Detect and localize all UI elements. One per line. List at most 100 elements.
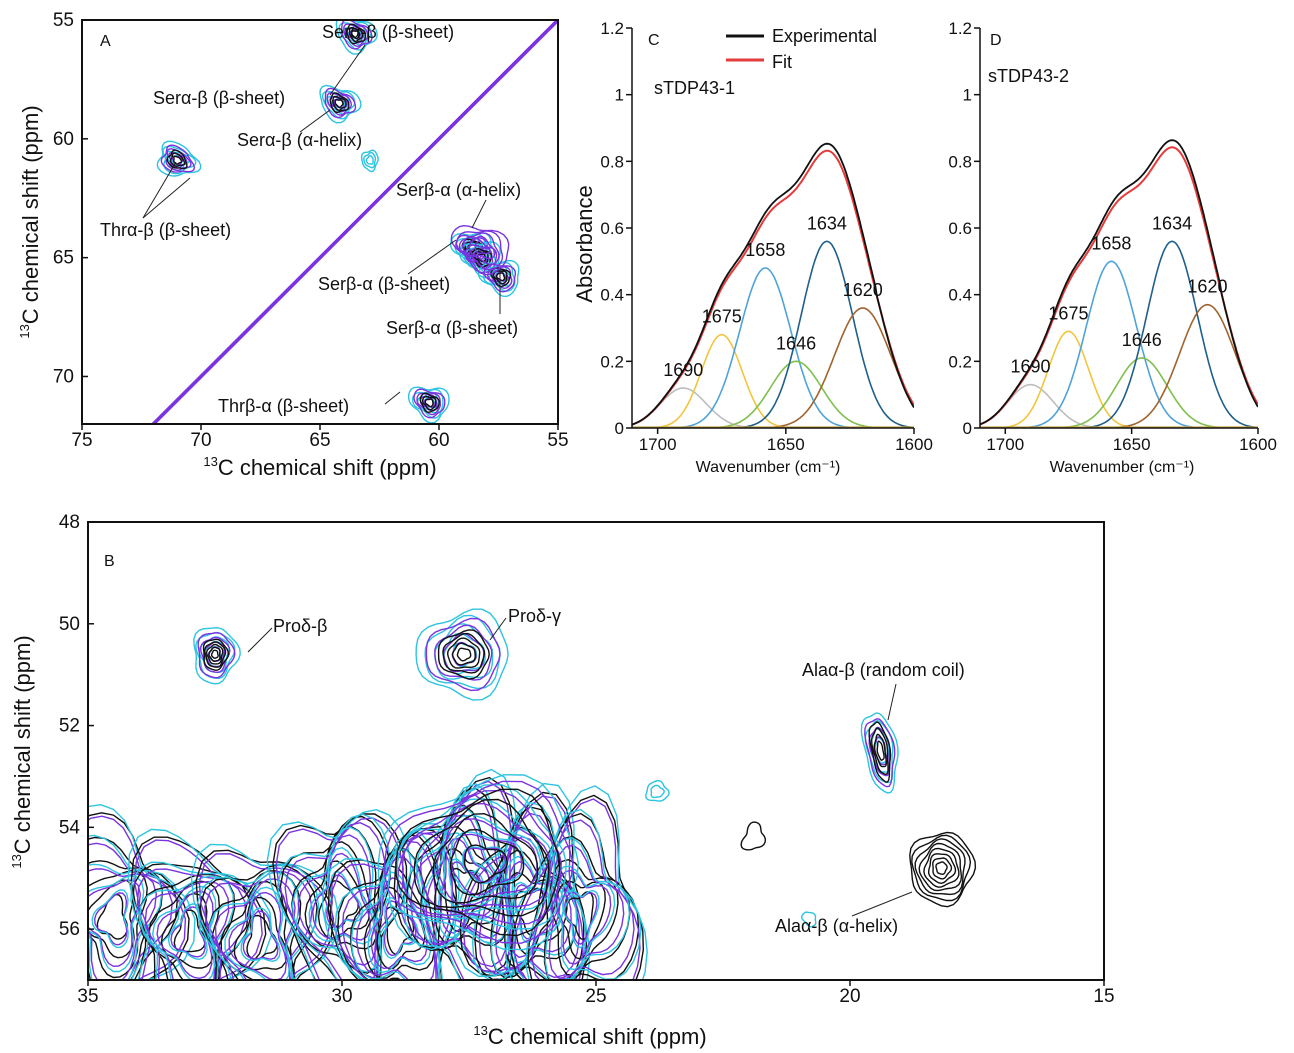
pro-black-contour <box>446 637 481 669</box>
pro-black-contour <box>437 629 490 680</box>
ridge-purple-contour <box>198 853 331 980</box>
ala-helix-black-contour <box>911 834 972 902</box>
peak-a-purple-contour <box>450 224 510 276</box>
ridge-cyan-contour <box>88 834 181 980</box>
panel-c-x-ticks: 1700 1650 1600 <box>639 428 933 454</box>
pro-black-contour <box>208 646 221 662</box>
ridge-black-contour <box>449 828 525 896</box>
small-cyan-contour <box>801 911 817 928</box>
peak-a-cyan-contour <box>408 386 450 424</box>
panel-c-band-labels: 1690 1675 1658 1646 1634 1620 <box>663 213 883 380</box>
panel-d: 1700 1650 1600 00.20.40.60.811.2 169016751… <box>948 19 1277 476</box>
panel-a-x-ticks: 75 70 65 60 55 <box>71 424 569 451</box>
panel-c-y-ticks: 0 0.2 0.4 0.6 0.8 1 1.2 <box>600 19 632 438</box>
pro-black-contour <box>205 643 224 665</box>
panel-d-y-tick-label: 0 <box>963 419 972 438</box>
ridge-black-contour <box>349 846 442 980</box>
ala-rc-black-contour <box>876 740 885 761</box>
panel-b-y-axis-label: 13C chemical shift (ppm) <box>9 635 35 868</box>
ridge-black-contour <box>393 776 516 980</box>
leader-b-1 <box>247 627 273 653</box>
annot-a-7: Serβ-α (β-sheet) <box>386 318 518 338</box>
panel-d-x-axis-label: Wavenumber (cm⁻¹) <box>1050 459 1195 476</box>
annot-a-5: Serβ-α (α-helix) <box>396 180 521 200</box>
panel-a-x-tick-label: 55 <box>547 430 568 451</box>
panel-c: 1700 1650 1600 00.20.40.60.811.2 169016751… <box>572 19 933 476</box>
peak-a-black-contour <box>348 27 364 43</box>
ridge-black-contour <box>413 798 550 917</box>
panel-d-experimental-line <box>980 139 1258 426</box>
ala-rc-cyan-contour <box>860 712 899 794</box>
ridge-cyan-contour <box>544 837 631 980</box>
ridge-purple-contour <box>555 869 612 965</box>
annot-a-1: Serα-β (β-sheet) <box>322 22 454 42</box>
panel-b-x-tick-label: 15 <box>1093 986 1114 1007</box>
ridge-cyan-contour <box>396 783 567 930</box>
panel-b-y-tick-label: 56 <box>59 919 80 940</box>
panel-c-x-axis-label: Wavenumber (cm⁻¹) <box>696 459 841 476</box>
peak-a-purple-contour <box>455 230 504 271</box>
small-cyan-contour <box>650 784 665 799</box>
panel-a-x-tick-label: 60 <box>428 430 449 451</box>
panel-d-band-1675 <box>980 330 1258 428</box>
peak-a-cyan-contour <box>156 140 202 177</box>
pro-black-contour <box>204 641 227 668</box>
panel-c-band-label: 1646 <box>776 333 816 353</box>
ridge-cyan-contour <box>334 831 443 980</box>
pro-black-contour <box>210 649 219 660</box>
ridge-cyan-contour <box>127 828 273 980</box>
peak-a-black-contour <box>166 149 188 170</box>
leader-a-8 <box>384 391 401 405</box>
peak-a-cyan-contour <box>338 21 372 51</box>
panel-d-band-label: 1675 <box>1048 303 1088 323</box>
panel-b: B 35 30 25 20 15 48 50 52 54 56 13C chemical shi… <box>9 512 1115 1049</box>
panel-d-y-tick-label: 0.2 <box>948 352 972 371</box>
annot-a-3: Serα-β (α-helix) <box>237 130 362 150</box>
leader-a-4b <box>142 177 191 219</box>
ridge-black-contour <box>173 909 206 953</box>
panel-a: A 75 70 65 60 55 55 60 65 70 13C chemical shift… <box>17 10 569 480</box>
panel-a-y-tick-label: 55 <box>53 10 74 31</box>
ridge-black-contour <box>88 869 148 979</box>
panel-a-x-axis-label: 13C chemical shift (ppm) <box>203 454 436 480</box>
ridge-cyan-contour <box>462 846 508 885</box>
ridge-purple-contour <box>144 880 230 980</box>
peak-a-black-contour <box>496 272 506 282</box>
ala-helix-black-contour <box>932 857 953 880</box>
peak-a-black-contour <box>424 398 434 408</box>
leader-b-4 <box>851 891 913 917</box>
panel-a-y-tick-label: 60 <box>53 129 74 150</box>
peak-a-cyan-contour <box>319 84 362 124</box>
pro-black-contour <box>456 647 472 662</box>
annot-a-2: Serα-β (β-sheet) <box>153 88 285 108</box>
panel-d-band-1690 <box>980 383 1258 428</box>
ridge-black-contour <box>510 794 645 980</box>
annot-a-8: Thrβ-α (β-sheet) <box>218 396 349 416</box>
ridge-cyan-contour <box>276 813 392 980</box>
panel-d-y-ticks: 0 0.2 0.4 0.6 0.8 1 1.2 <box>948 19 980 438</box>
ridge-black-contour <box>395 788 561 937</box>
panel-a-x-tick-label: 65 <box>309 430 330 451</box>
ridge-purple-contour <box>355 856 436 980</box>
diagonal-contour <box>151 20 558 424</box>
ridge-black-contour <box>463 844 508 884</box>
pro-black-contour <box>202 638 230 671</box>
ridge-purple-contour <box>88 879 142 968</box>
ridge-black-contour <box>138 873 236 980</box>
ridge-purple-contour <box>440 837 495 934</box>
peak-a-purple-contour <box>165 148 192 172</box>
ridge-purple-contour <box>425 813 504 944</box>
panel-a-y-axis-label: 13C chemical shift (ppm) <box>17 105 43 338</box>
panel-c-y-tick-label: 0.8 <box>600 152 624 171</box>
leader-a-5 <box>471 199 487 229</box>
peak-a-black-contour <box>332 95 347 111</box>
panel-b-contours <box>88 608 977 980</box>
ridge-purple-contour <box>133 839 263 980</box>
ridge-purple-contour <box>242 910 279 960</box>
leader-b-2 <box>489 617 507 641</box>
panel-c-x-tick-label: 1600 <box>895 435 933 454</box>
panel-d-x-tick-label: 1600 <box>1239 435 1277 454</box>
panel-c-x-tick-label: 1650 <box>767 435 805 454</box>
panel-d-band-label: 1690 <box>1011 357 1051 377</box>
peak-a-purple-contour <box>326 92 353 116</box>
